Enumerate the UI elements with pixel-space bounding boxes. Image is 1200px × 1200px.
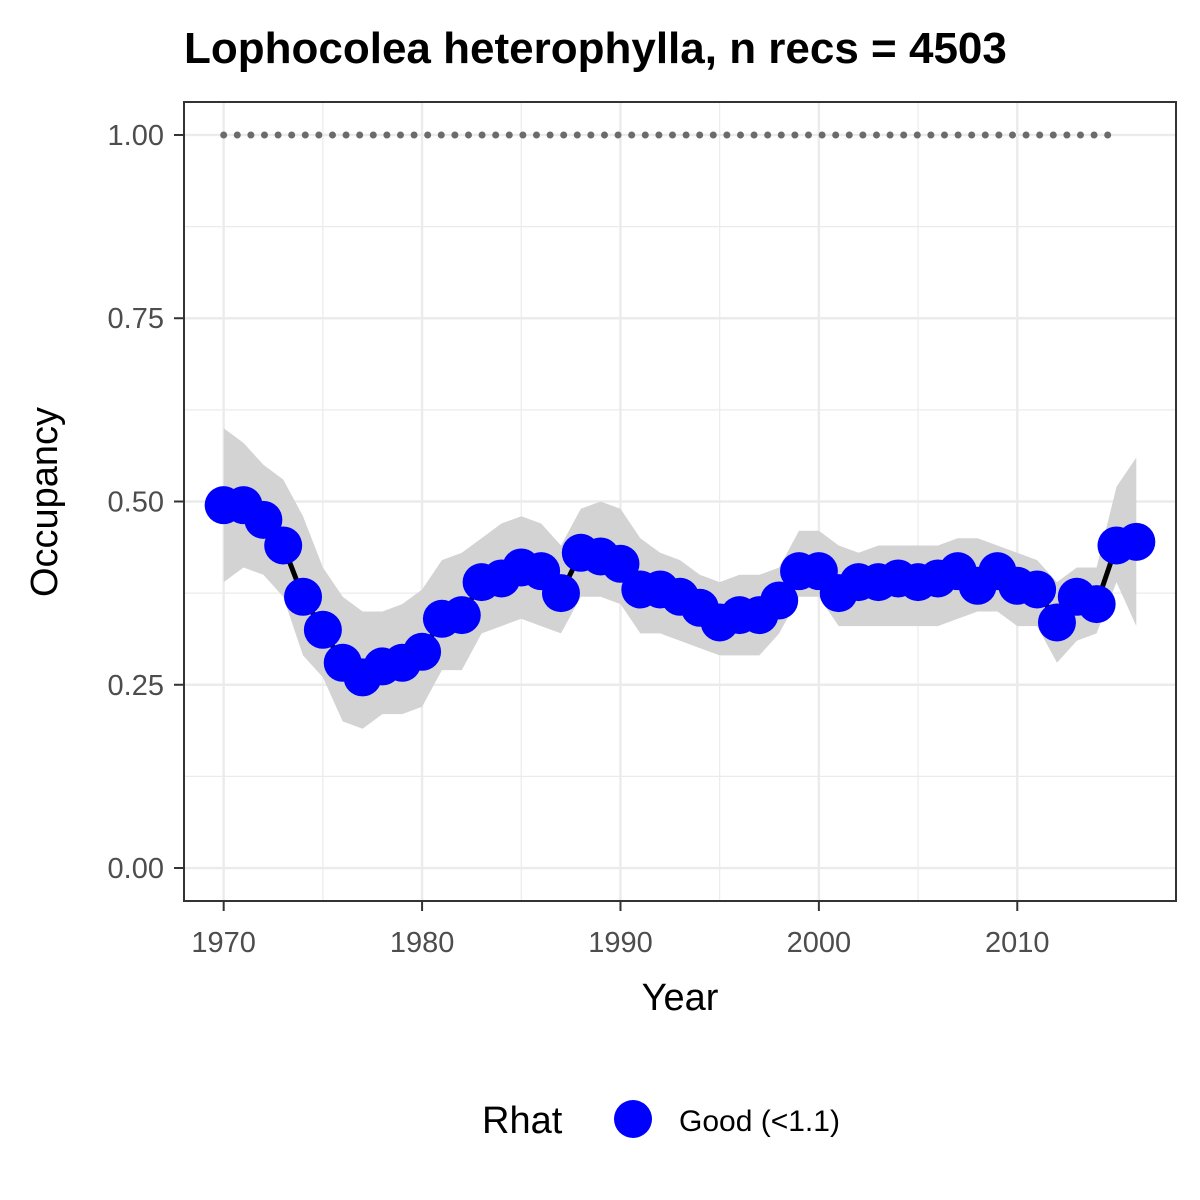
legend: Rhat Good (<1.1) xyxy=(482,1100,840,1142)
data-point-2016 xyxy=(1117,522,1156,561)
data-point-1980 xyxy=(403,632,442,671)
data-point-1982 xyxy=(442,596,481,635)
data-point-1987 xyxy=(541,574,580,613)
y-tick-label: 1.00 xyxy=(108,120,164,152)
series-layer xyxy=(204,486,1156,697)
y-tick-label: 0.25 xyxy=(108,670,164,702)
data-point-1998 xyxy=(760,581,799,620)
legend-label-good: Good (<1.1) xyxy=(679,1105,840,1138)
data-point-2012 xyxy=(1037,603,1076,642)
data-point-1972 xyxy=(244,500,283,539)
data-point-1973 xyxy=(264,526,303,565)
data-point-1990 xyxy=(601,544,640,583)
data-point-2011 xyxy=(1018,570,1057,609)
y-tick-label: 0.75 xyxy=(108,303,164,335)
chart-title: Lophocolea heterophylla, n recs = 4503 xyxy=(184,24,1007,73)
x-tick-label: 1980 xyxy=(390,927,455,959)
x-tick-label: 2000 xyxy=(787,927,852,959)
y-tick-label: 0.00 xyxy=(108,853,164,885)
axes-layer: 0.00 0.25 0.50 0.75 1.00 1970 1980 1990 2000 2010 xyxy=(108,120,1050,959)
legend-title: Rhat xyxy=(482,1100,563,1142)
y-axis-title: Occupancy xyxy=(24,407,66,597)
x-tick-label: 1970 xyxy=(191,927,256,959)
y-tick-label: 0.50 xyxy=(108,487,164,519)
x-axis-title: Year xyxy=(642,977,719,1019)
data-point-2014 xyxy=(1077,585,1116,624)
x-tick-label: 1990 xyxy=(588,927,653,959)
data-point-1974 xyxy=(284,577,323,616)
legend-key-good xyxy=(614,1100,652,1138)
data-point-1975 xyxy=(303,610,342,649)
x-tick-label: 2010 xyxy=(985,927,1050,959)
